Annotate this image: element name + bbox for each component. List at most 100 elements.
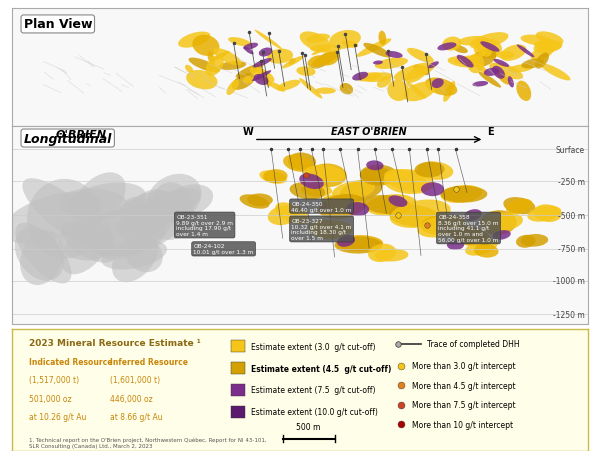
Ellipse shape — [95, 191, 179, 260]
Ellipse shape — [404, 83, 436, 102]
Ellipse shape — [373, 61, 383, 65]
Ellipse shape — [457, 55, 473, 69]
Ellipse shape — [259, 48, 272, 57]
Ellipse shape — [311, 49, 325, 56]
Text: 501,000 oz: 501,000 oz — [29, 394, 72, 403]
Text: E: E — [487, 127, 493, 137]
Ellipse shape — [366, 195, 416, 216]
Ellipse shape — [342, 41, 358, 49]
Text: at 8.66 g/t Au: at 8.66 g/t Au — [110, 412, 163, 421]
Text: More than 10 g/t intercept: More than 10 g/t intercept — [412, 420, 514, 429]
Ellipse shape — [83, 209, 166, 256]
Text: 500 m: 500 m — [296, 423, 321, 432]
Text: OB-23-351
9.89 g/t over 2.9 m
including 17.90 g/t
over 1.4 m: OB-23-351 9.89 g/t over 2.9 m including … — [176, 214, 233, 237]
Ellipse shape — [421, 215, 466, 235]
Ellipse shape — [474, 244, 499, 258]
Ellipse shape — [425, 78, 457, 97]
Ellipse shape — [384, 170, 428, 192]
Text: Estimate extent (7.5  g/t cut-off): Estimate extent (7.5 g/t cut-off) — [251, 386, 376, 395]
Ellipse shape — [112, 234, 158, 283]
Ellipse shape — [452, 46, 468, 54]
Ellipse shape — [211, 52, 229, 62]
Ellipse shape — [454, 56, 481, 65]
Ellipse shape — [494, 60, 509, 68]
Ellipse shape — [253, 59, 272, 68]
Ellipse shape — [417, 216, 466, 238]
Ellipse shape — [352, 73, 368, 81]
Ellipse shape — [431, 79, 444, 89]
Ellipse shape — [508, 77, 514, 88]
Ellipse shape — [85, 206, 181, 257]
Ellipse shape — [471, 50, 497, 68]
Ellipse shape — [451, 227, 491, 247]
Ellipse shape — [516, 235, 536, 248]
Ellipse shape — [357, 73, 382, 83]
Bar — [231, 384, 245, 396]
Ellipse shape — [116, 189, 200, 236]
Text: More than 3.0 g/t intercept: More than 3.0 g/t intercept — [412, 361, 516, 370]
Ellipse shape — [508, 65, 533, 73]
Text: Indicated Resource: Indicated Resource — [29, 357, 113, 366]
Ellipse shape — [366, 161, 383, 171]
Ellipse shape — [65, 183, 146, 220]
Ellipse shape — [389, 206, 440, 228]
Ellipse shape — [375, 58, 408, 70]
Ellipse shape — [421, 183, 444, 197]
Ellipse shape — [521, 235, 548, 247]
Ellipse shape — [415, 162, 445, 178]
Ellipse shape — [390, 200, 451, 228]
Text: O'BRIEN: O'BRIEN — [56, 130, 107, 140]
Ellipse shape — [517, 82, 531, 102]
Ellipse shape — [467, 55, 484, 74]
Ellipse shape — [375, 249, 409, 262]
Ellipse shape — [311, 51, 339, 69]
Ellipse shape — [428, 62, 439, 69]
Text: Estimate extent (4.5  g/t cut-off): Estimate extent (4.5 g/t cut-off) — [251, 364, 391, 373]
Ellipse shape — [537, 41, 552, 47]
Ellipse shape — [289, 59, 296, 65]
Ellipse shape — [451, 226, 487, 245]
Ellipse shape — [125, 237, 163, 272]
Ellipse shape — [481, 49, 492, 58]
Ellipse shape — [20, 231, 64, 285]
Bar — [231, 362, 245, 374]
Ellipse shape — [437, 43, 457, 51]
Ellipse shape — [497, 71, 511, 86]
Text: 2023 Mineral Resource Estimate ¹: 2023 Mineral Resource Estimate ¹ — [29, 338, 201, 347]
Text: OB-24-358
8.36 g/t over 15.0 m
including 41.1 g/t
over 1.0 m and
56.00 g/t over : OB-24-358 8.36 g/t over 15.0 m including… — [438, 214, 499, 243]
Ellipse shape — [321, 52, 340, 66]
Ellipse shape — [208, 52, 215, 67]
Text: OB-23-327
10.32 g/t over 4.1 m
including 18.30 g/t
over 1.5 m: OB-23-327 10.32 g/t over 4.1 m including… — [292, 218, 352, 241]
Ellipse shape — [521, 36, 553, 46]
Ellipse shape — [243, 77, 253, 84]
Ellipse shape — [288, 153, 316, 171]
Ellipse shape — [536, 32, 563, 46]
Text: Inferred Resource: Inferred Resource — [110, 357, 188, 366]
Ellipse shape — [296, 67, 316, 77]
Ellipse shape — [340, 180, 383, 202]
Bar — [231, 406, 245, 418]
Ellipse shape — [386, 52, 403, 59]
Ellipse shape — [448, 57, 481, 69]
Ellipse shape — [506, 199, 533, 214]
Ellipse shape — [477, 44, 485, 57]
Ellipse shape — [308, 220, 345, 240]
Ellipse shape — [254, 31, 283, 51]
Ellipse shape — [503, 198, 535, 215]
Ellipse shape — [15, 227, 64, 281]
Ellipse shape — [534, 41, 562, 51]
Ellipse shape — [464, 210, 482, 221]
Ellipse shape — [27, 179, 101, 259]
Ellipse shape — [405, 67, 428, 84]
Ellipse shape — [485, 213, 523, 231]
Ellipse shape — [228, 38, 251, 47]
Ellipse shape — [161, 185, 213, 218]
Ellipse shape — [236, 64, 263, 79]
Ellipse shape — [301, 184, 332, 197]
Ellipse shape — [472, 82, 488, 87]
Ellipse shape — [243, 44, 258, 51]
Text: More than 4.5 g/t intercept: More than 4.5 g/t intercept — [412, 381, 516, 390]
Ellipse shape — [541, 64, 571, 81]
Text: (1,517,000 t): (1,517,000 t) — [29, 376, 79, 385]
Ellipse shape — [16, 223, 71, 284]
